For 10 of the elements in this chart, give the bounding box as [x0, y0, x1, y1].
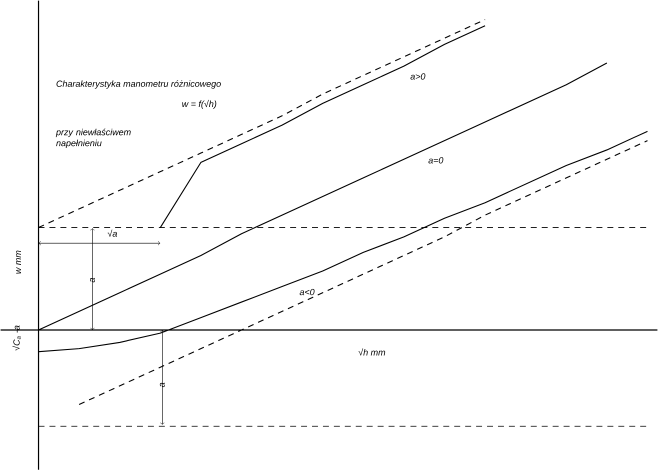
annotation: przy niewłaściwem napełnieniu — [56, 128, 131, 148]
series-label: a=0 — [428, 156, 444, 164]
x-axis-title: √h mm — [358, 348, 386, 356]
text: w = f(√h) — [182, 100, 216, 109]
text: Charakterystyka manometru różnicowego — [56, 80, 221, 88]
series-label: a<0 — [300, 288, 315, 296]
series-label: a>0 — [410, 73, 426, 80]
y-axis-title: w mm — [16, 250, 21, 274]
annotation: √a — [108, 229, 118, 237]
annotation: a — [90, 278, 95, 282]
